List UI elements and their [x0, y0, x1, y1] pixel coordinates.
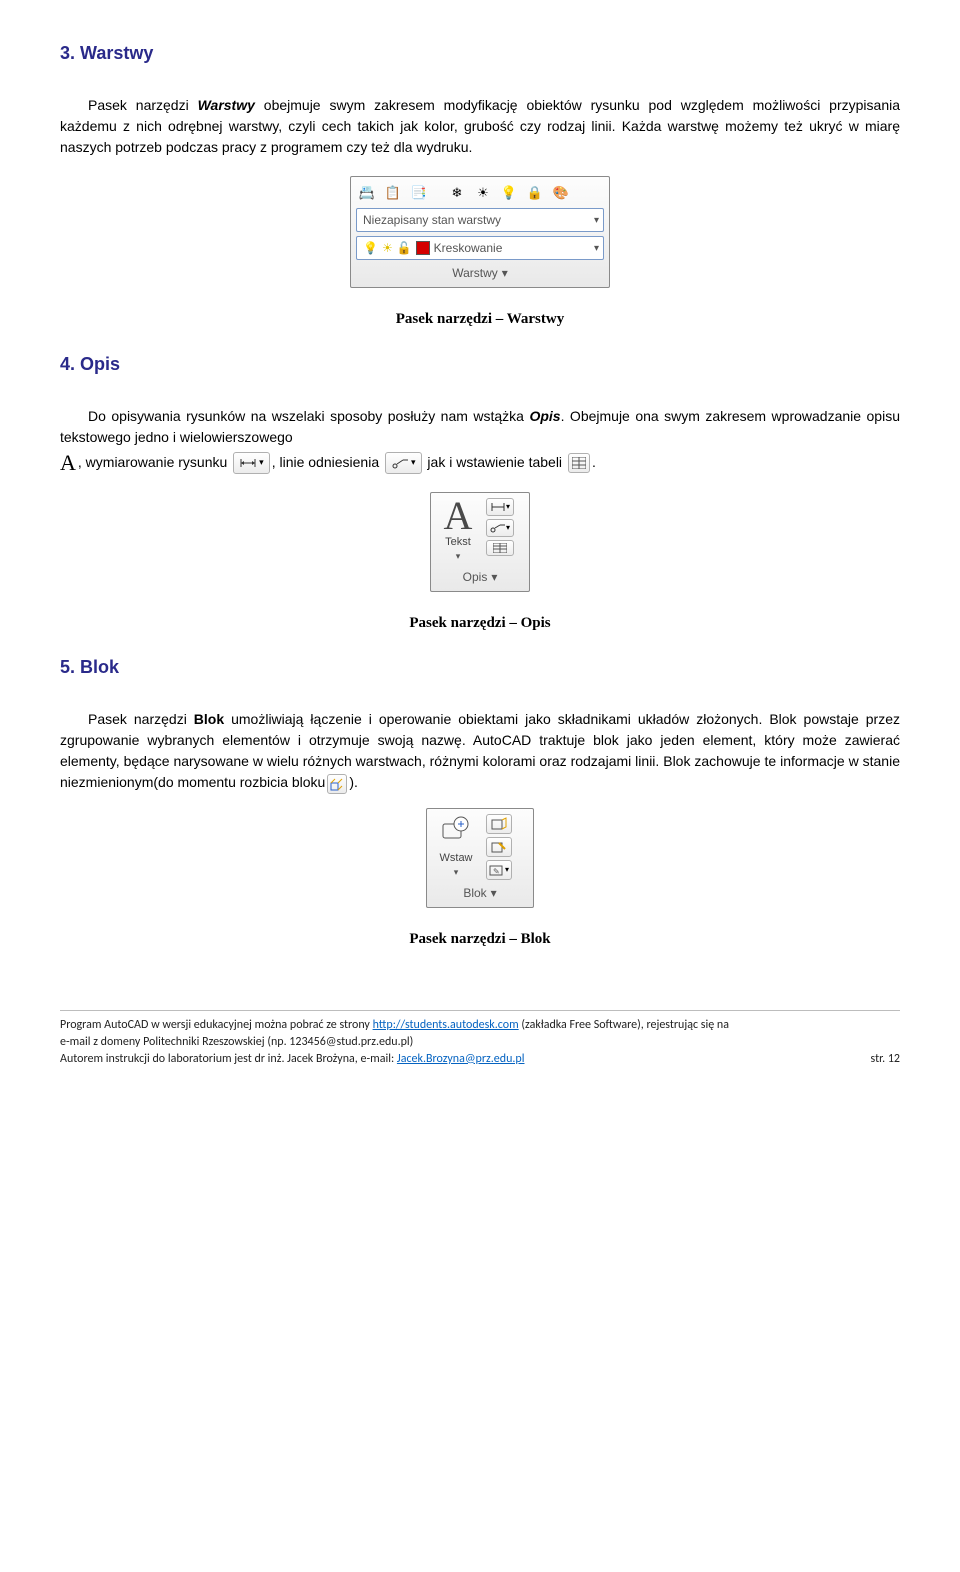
current-layer-dropdown[interactable]: 💡 ☀ 🔓 Kreskowanie ▾	[356, 236, 604, 260]
create-block-icon[interactable]	[486, 814, 512, 834]
footer-link-2[interactable]: Jacek.Brozyna@prz.edu.pl	[397, 1052, 525, 1066]
chevron-down-icon: ▾	[454, 866, 459, 880]
explode-icon	[327, 774, 347, 794]
heading-5: 5. Blok	[60, 654, 900, 681]
insert-block-icon[interactable]	[439, 814, 473, 850]
color-swatch	[416, 241, 430, 255]
block-attr-icon[interactable]: ✎▾	[486, 860, 512, 880]
layer-states-icon[interactable]: 📑	[408, 182, 430, 204]
footer-link-1[interactable]: http://students.autodesk.com	[373, 1018, 519, 1032]
text-tool-icon[interactable]: A	[444, 498, 473, 534]
layer-freeze-icon[interactable]: ❄	[446, 182, 468, 204]
panel-label: Blok	[463, 884, 486, 902]
layer-state-dropdown[interactable]: Niezapisany stan warstwy ▾	[356, 208, 604, 232]
svg-text:✎: ✎	[493, 867, 500, 876]
layer-state-text: Niezapisany stan warstwy	[363, 211, 501, 229]
caption-blok: Pasek narzędzi – Blok	[60, 928, 900, 951]
chevron-down-icon: ▾	[594, 241, 599, 256]
chevron-down-icon: ▾	[491, 884, 497, 902]
footer-text: Program AutoCAD w wersji edukacyjnej moż…	[60, 1017, 729, 1067]
panel-label: Opis	[463, 568, 488, 586]
layer-icon[interactable]: 📋	[382, 182, 404, 204]
page-footer: Program AutoCAD w wersji edukacyjnej moż…	[60, 1010, 900, 1067]
chevron-down-icon: ▾	[594, 213, 599, 228]
dimension-icon[interactable]: ▾	[486, 498, 514, 516]
text-tool-label: Tekst	[445, 534, 471, 551]
insert-label: Wstaw	[440, 850, 473, 867]
bulb-icon: 💡	[363, 239, 378, 257]
lock-icon: 🔓	[397, 239, 412, 257]
sun-icon: ☀	[382, 239, 393, 257]
para-s3: Pasek narzędzi Warstwy obejmuje swym zak…	[60, 95, 900, 158]
layer-match-icon[interactable]: 🎨	[550, 182, 572, 204]
caption-warstwy: Pasek narzędzi – Warstwy	[60, 308, 900, 331]
heading-4: 4. Opis	[60, 351, 900, 378]
table-icon	[568, 453, 590, 473]
para-s4-1: Do opisywania rysunków na wszelaki sposo…	[60, 406, 900, 448]
layer-name-text: Kreskowanie	[434, 239, 503, 257]
layer-thaw-icon[interactable]: ☀	[472, 182, 494, 204]
chevron-down-icon: ▾	[456, 550, 461, 564]
text-a-icon: A	[60, 452, 76, 474]
layer-properties-icon[interactable]: 📇	[356, 182, 378, 204]
dimension-icon: ▾	[233, 452, 270, 474]
page-number: str. 12	[871, 1051, 900, 1068]
leader-icon: ▾	[385, 452, 422, 474]
chevron-down-icon: ▾	[502, 264, 508, 282]
heading-3: 3. Warstwy	[60, 40, 900, 67]
layer-isolate-icon[interactable]: 🔒	[524, 182, 546, 204]
para-s5: Pasek narzędzi Blok umożliwiają łączenie…	[60, 709, 900, 793]
warstwy-panel: 📇 📋 📑 ❄ ☀ 💡 🔒 🎨 Niezapisany stan warstwy…	[350, 176, 610, 288]
table-icon[interactable]	[486, 540, 514, 556]
edit-block-icon[interactable]	[486, 837, 512, 857]
para-s4-2: A, wymiarowanie rysunku ▾, linie odniesi…	[60, 452, 900, 474]
blok-panel: Wstaw ▾ ✎▾ Blok ▾	[426, 808, 534, 908]
leader-icon[interactable]: ▾	[486, 519, 514, 537]
chevron-down-icon: ▾	[491, 568, 497, 586]
opis-panel: A Tekst ▾ ▾ ▾ Opis ▾	[430, 492, 530, 592]
caption-opis: Pasek narzędzi – Opis	[60, 612, 900, 635]
panel-label: Warstwy	[452, 264, 498, 282]
layer-off-icon[interactable]: 💡	[498, 182, 520, 204]
